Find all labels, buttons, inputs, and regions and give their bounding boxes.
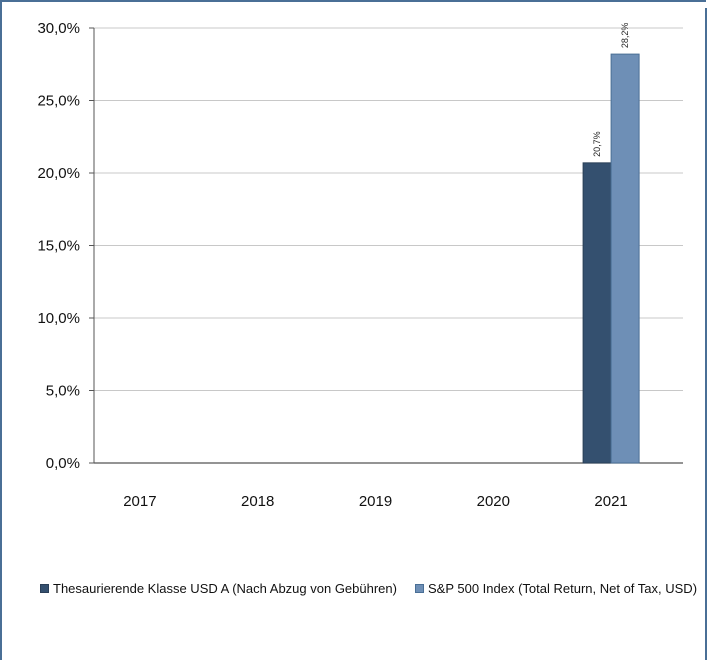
legend-item-index: S&P 500 Index (Total Return, Net of Tax,…: [414, 581, 698, 596]
data-label: 28,2%: [620, 23, 630, 49]
bar: [610, 53, 640, 464]
data-label: 20,7%: [592, 131, 602, 157]
y-tick-label: 0,0%: [46, 455, 80, 472]
chart-frame-right-edge: [705, 8, 707, 660]
y-tick-label: 20,0%: [37, 165, 80, 182]
y-tick-label: 10,0%: [37, 310, 80, 327]
y-tick-label: 25,0%: [37, 93, 80, 110]
legend-swatch-fund: [40, 584, 49, 593]
x-tick-label: 2019: [359, 493, 392, 510]
legend-swatch-index: [414, 584, 424, 593]
legend-label-index: S&P 500 Index (Total Return, Net of Tax,…: [427, 581, 698, 596]
legend: Thesaurierende Klasse USD A (Nach Abzug …: [40, 581, 708, 596]
y-tick-label: 30,0%: [37, 20, 80, 37]
y-tick-label: 5,0%: [46, 383, 80, 400]
y-tick-label: 15,0%: [37, 238, 80, 255]
legend-item-fund: Thesaurierende Klasse USD A (Nach Abzug …: [40, 581, 397, 596]
x-tick-label: 2020: [477, 493, 510, 510]
bar: [582, 162, 612, 464]
legend-label-fund: Thesaurierende Klasse USD A (Nach Abzug …: [53, 581, 397, 596]
x-tick-label: 2017: [123, 493, 156, 510]
x-tick-label: 2018: [241, 493, 274, 510]
x-tick-label: 2021: [594, 493, 627, 510]
